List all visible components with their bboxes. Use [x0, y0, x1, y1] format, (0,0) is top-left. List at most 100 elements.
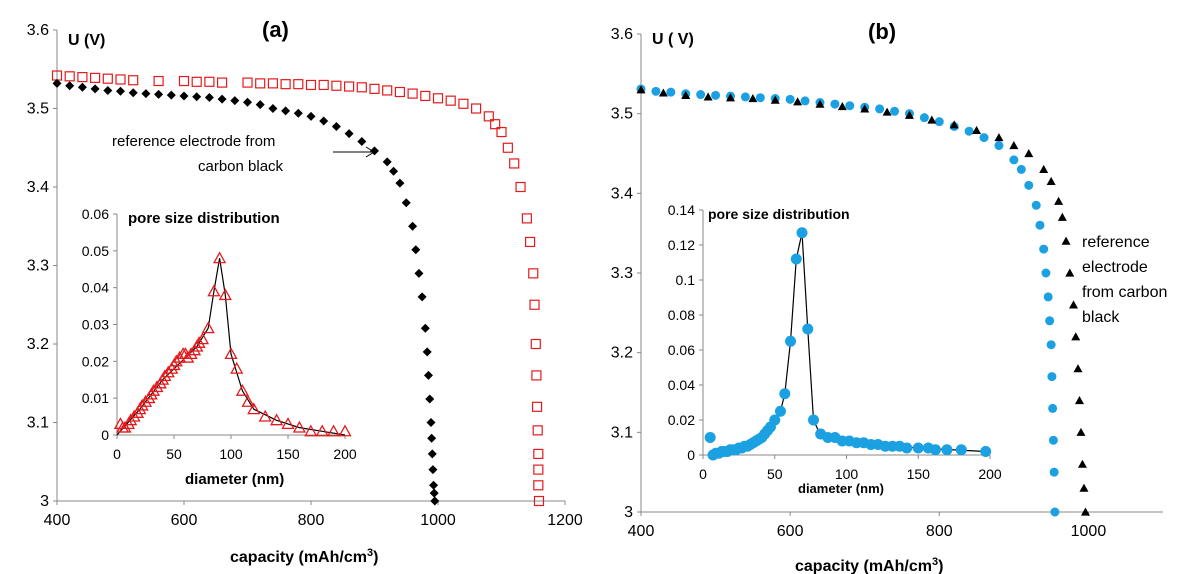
data-point: [1049, 467, 1059, 477]
data-point: [77, 82, 87, 92]
data-point: [890, 106, 900, 116]
data-point: [1080, 507, 1090, 516]
inset-data-point: [769, 414, 781, 426]
y-tick-label: 3.1: [611, 424, 633, 441]
data-point: [1047, 372, 1057, 382]
data-point: [964, 126, 974, 136]
data-point: [919, 113, 929, 123]
data-point: [681, 90, 691, 99]
data-point: [445, 95, 456, 106]
data-point: [530, 338, 541, 350]
panel-b: 33.13.23.33.43.53.6 400 600 800 1000 U ( V)…: [611, 19, 1168, 574]
data-point: [153, 75, 164, 87]
fit-line: [710, 232, 986, 456]
data-point: [1077, 459, 1087, 468]
data-point: [972, 125, 982, 134]
data-point: [1046, 176, 1056, 185]
inset-data-point: [169, 354, 183, 367]
data-point: [458, 98, 469, 109]
x-tick-label: 100: [219, 446, 243, 462]
data-point: [1069, 300, 1079, 309]
y-tick-label: 3.4: [611, 185, 633, 202]
data-point: [417, 292, 427, 302]
data-point: [331, 122, 341, 132]
data-point: [725, 93, 735, 102]
x-tick-label: 150: [907, 466, 931, 482]
data-point: [430, 496, 440, 506]
data-point: [426, 418, 436, 427]
data-point: [837, 101, 847, 111]
x-tick-label: 50: [166, 446, 182, 462]
data-point: [1057, 212, 1067, 221]
data-point: [204, 76, 215, 87]
data-point: [420, 323, 430, 333]
data-point: [394, 86, 405, 98]
data-point: [344, 129, 354, 139]
data-point: [64, 71, 75, 82]
x-tick-label: 50: [767, 466, 783, 482]
data-point: [255, 78, 266, 89]
data-point: [382, 157, 392, 167]
x-tick-label: 600: [777, 523, 804, 540]
series-0: [51, 70, 545, 507]
y-tick-label: 3.1: [27, 415, 49, 432]
data-point: [979, 133, 989, 143]
y-tick-label: 0.06: [82, 206, 109, 222]
y-tick-label: 0.05: [82, 243, 109, 259]
data-point: [411, 245, 421, 255]
inset-data-point: [192, 336, 206, 348]
data-point: [860, 104, 870, 113]
data-point: [408, 221, 418, 231]
data-point: [280, 79, 291, 90]
data-point: [318, 79, 329, 91]
x-tick-label: 0: [113, 446, 121, 462]
inset-data-point: [138, 395, 153, 407]
data-point: [1073, 364, 1083, 373]
x-tick-label: 0: [699, 466, 707, 482]
panel-a-y-ticks: 3 3.1 3.2 3.3 3.4 3.5 3.6: [27, 22, 57, 510]
inset-data-point: [150, 380, 164, 393]
data-point: [204, 93, 214, 103]
inset-data-point: [247, 402, 261, 415]
inset-a-series: [113, 251, 352, 437]
data-point: [533, 464, 544, 475]
data-point: [401, 198, 411, 208]
data-point: [422, 347, 432, 357]
inset-data-point: [941, 444, 953, 456]
data-point: [428, 465, 438, 475]
inset-b-title: pore size distribution: [708, 206, 850, 222]
inset-data-point: [158, 369, 172, 382]
data-point: [509, 158, 520, 169]
inset-a-x-label: diameter (nm): [185, 471, 284, 488]
inset-data-point: [912, 442, 924, 454]
panel-b-inset: 0 0.02 0.04 0.06 0.08 0.1 0.12 0.14 0 50 100 150 20…: [668, 202, 1002, 496]
y-tick-label: 0: [687, 447, 695, 463]
data-point: [357, 136, 367, 146]
data-point: [407, 88, 418, 99]
inset-data-point: [124, 413, 138, 426]
data-point: [141, 89, 151, 99]
data-point: [1016, 164, 1026, 174]
inset-data-point: [146, 383, 161, 396]
y-tick-label: 3.3: [27, 258, 49, 275]
inset-data-point: [315, 424, 329, 437]
data-point: [531, 370, 542, 381]
data-point: [1076, 427, 1086, 436]
inset-data-point: [258, 409, 272, 422]
data-point: [395, 178, 405, 188]
inset-data-point: [326, 424, 341, 437]
data-point: [1045, 316, 1055, 326]
panel-a-y-label: U (V): [68, 32, 105, 49]
data-point: [703, 92, 713, 101]
y-tick-label: 0.1: [676, 272, 696, 288]
inset-data-point: [235, 383, 250, 396]
data-point: [1039, 164, 1049, 174]
inset-data-point: [704, 432, 716, 443]
inset-a-x-ticks: 0 50 100 150 200: [113, 435, 357, 462]
y-tick-label: 3.2: [611, 345, 633, 362]
data-point: [875, 104, 885, 114]
y-tick-label: 0.12: [668, 237, 695, 253]
inset-data-point: [269, 413, 284, 426]
data-point: [369, 83, 380, 94]
series-0: [636, 84, 1060, 517]
